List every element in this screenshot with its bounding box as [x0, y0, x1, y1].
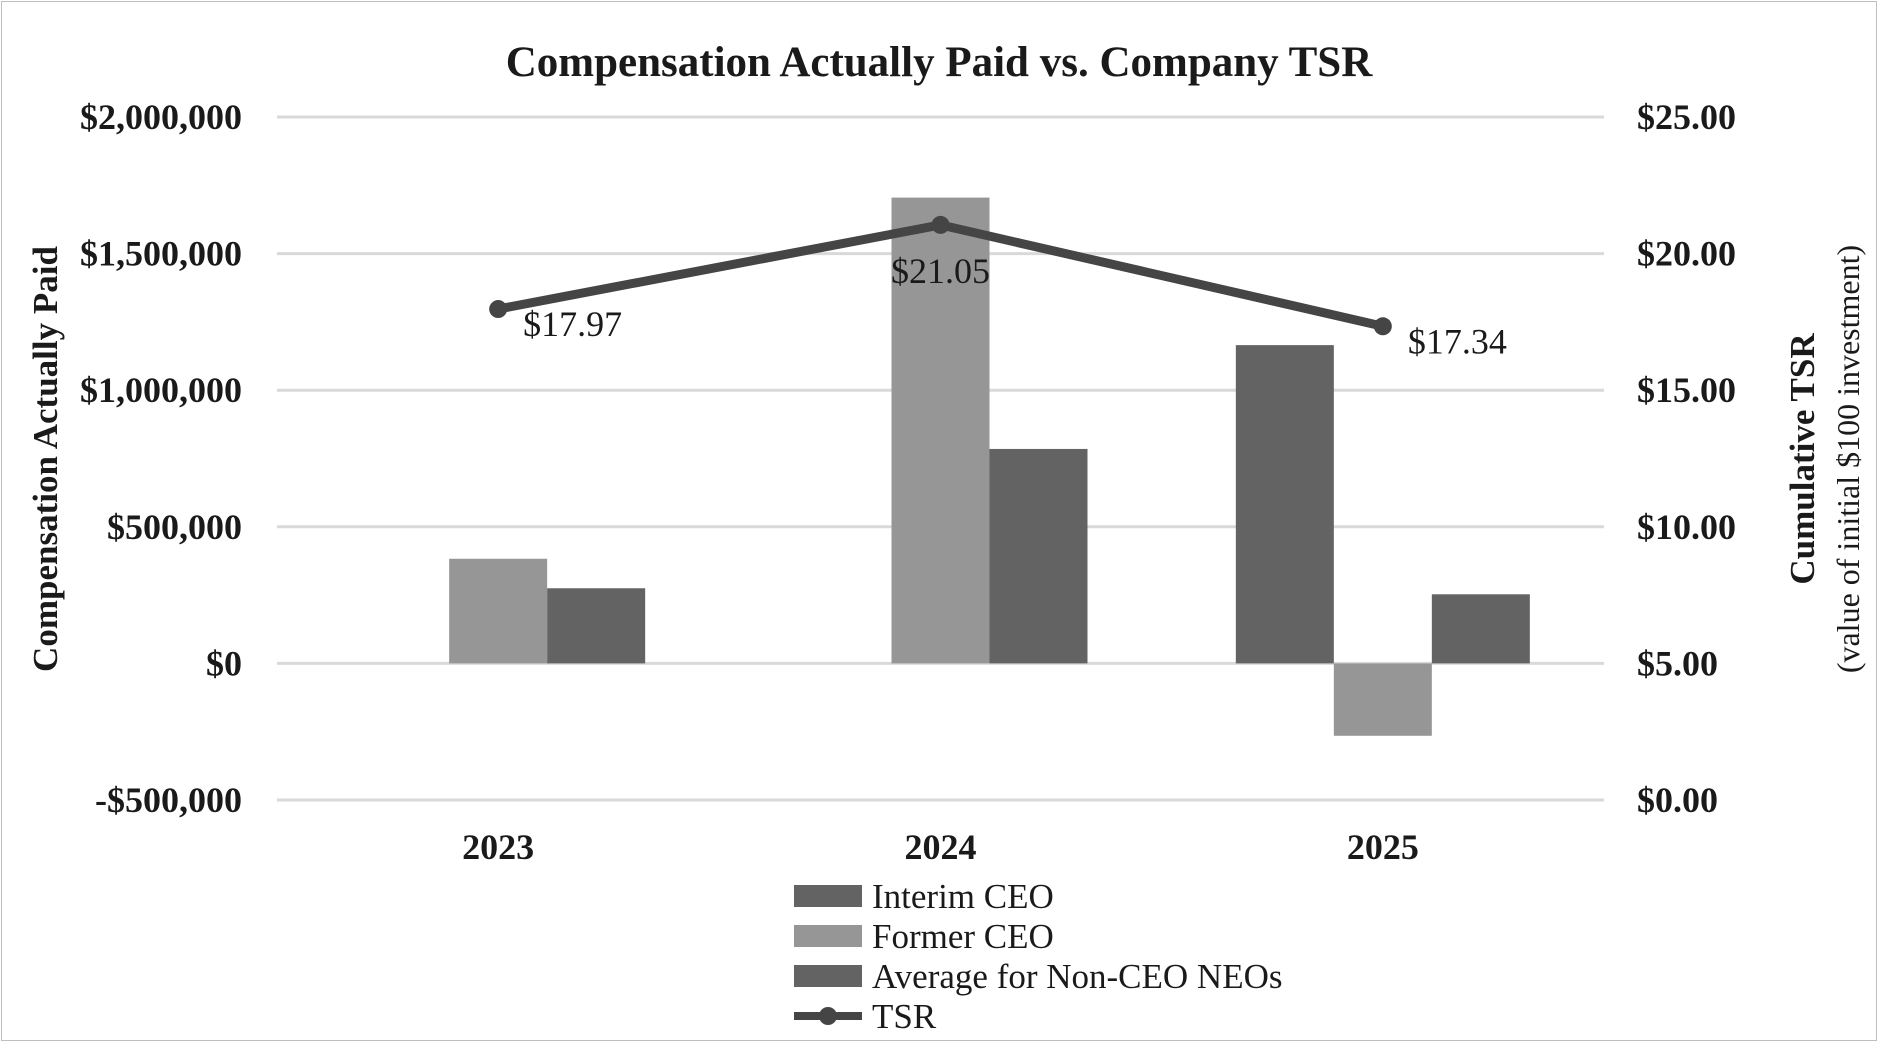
chart-title: Compensation Actually Paid vs. Company T…: [506, 39, 1373, 86]
x-tick-label: 2025: [1347, 827, 1419, 867]
bar: [547, 588, 646, 664]
y-tick-label: $1,000,000: [80, 370, 242, 410]
y-tick-label: $500,000: [107, 507, 242, 547]
bar: [1431, 594, 1530, 664]
tsr-data-label: $17.97: [523, 304, 622, 344]
bar: [1235, 345, 1334, 664]
y-tick-label: $2,000,000: [80, 97, 242, 137]
x-tick-label: 2023: [462, 827, 534, 867]
x-tick-label: 2024: [905, 827, 977, 867]
bar: [989, 448, 1088, 664]
y2-axis-subtitle: (value of initial $100 investment): [1830, 245, 1866, 673]
tsr-data-label: $17.34: [1408, 321, 1507, 361]
axis-ticks: $2,000,000 $1,500,000 $1,000,000 $500,000 $0…: [80, 97, 1736, 867]
y2-tick-label: $5.00: [1637, 643, 1718, 683]
y2-tick-label: $20.00: [1637, 234, 1736, 274]
y2-tick-label: $10.00: [1637, 507, 1736, 547]
y-tick-label: $0: [206, 643, 242, 683]
bar: [891, 197, 990, 664]
legend-label: Former CEO: [872, 917, 1054, 956]
bar: [1333, 663, 1432, 736]
legend-swatch: [794, 965, 862, 987]
y2-tick-label: $15.00: [1637, 370, 1736, 410]
y2-tick-label: $25.00: [1637, 97, 1736, 137]
y2-tick-label: $0.00: [1637, 780, 1718, 820]
bars: [449, 197, 1530, 736]
legend-label: Average for Non-CEO NEOs: [872, 957, 1282, 996]
tsr-point: [931, 215, 950, 234]
tsr-point: [489, 300, 508, 319]
legend-marker: [819, 1007, 837, 1025]
legend-label: Interim CEO: [872, 877, 1054, 916]
legend-swatch: [794, 885, 862, 907]
y2-axis-title: Cumulative TSR: [1783, 333, 1822, 585]
tsr-line-layer: $17.97 $21.05 $17.34: [489, 215, 1507, 361]
tsr-point: [1373, 317, 1392, 336]
y-tick-label: $1,500,000: [80, 234, 242, 274]
legend-swatch: [794, 925, 862, 947]
bar: [449, 558, 548, 664]
y-axis-title: Compensation Actually Paid: [26, 246, 65, 672]
legend-label: TSR: [872, 997, 937, 1036]
y-tick-label: -$500,000: [95, 780, 242, 820]
tsr-data-label: $21.05: [891, 251, 990, 291]
